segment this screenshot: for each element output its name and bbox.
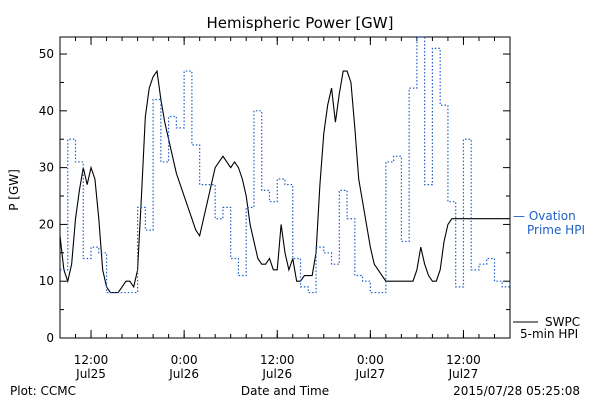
y-tick-label: 30 — [39, 161, 54, 175]
legend-swpc-line2: 5-min HPI — [520, 327, 578, 341]
x-tick-date: Jul26 — [168, 367, 199, 381]
footer-left: Plot: CCMC — [10, 384, 76, 398]
series-swpc-5min-hpi — [59, 69, 510, 294]
x-tick-time: 12:00 — [74, 353, 109, 367]
x-tick-date: Jul25 — [75, 367, 106, 381]
y-tick-label: 0 — [46, 331, 54, 345]
y-axis-label: P [GW] — [7, 169, 21, 211]
x-tick-date: Jul27 — [448, 367, 479, 381]
plot-frame — [59, 36, 511, 339]
legend-swpc-line1: SWPC — [545, 315, 580, 329]
series-layer — [59, 36, 511, 294]
x-tick-time: 12:00 — [260, 353, 295, 367]
legend-swpc: SWPC 5-min HPI — [513, 315, 580, 341]
legend-ovation-line1: — Ovation — [513, 209, 576, 223]
chart-title: Hemispheric Power [GW] — [207, 14, 394, 32]
y-tick-label: 20 — [39, 217, 54, 231]
footer-timestamp: 2015/07/28 05:25:08 — [453, 384, 580, 398]
x-tick-time: 0:00 — [357, 353, 384, 367]
x-tick-time: 0:00 — [171, 353, 198, 367]
axes: 0102030405012:00Jul250:00Jul2612:00Jul26… — [39, 36, 511, 381]
x-tick-time: 12:00 — [446, 353, 481, 367]
x-tick-date: Jul27 — [354, 367, 385, 381]
x-tick-date: Jul26 — [261, 367, 292, 381]
legend-ovation: — Ovation Prime HPI — [513, 209, 585, 237]
legend-ovation-line2: Prime HPI — [527, 223, 585, 237]
x-axis-label: Date and Time — [241, 384, 329, 398]
y-tick-label: 50 — [39, 47, 54, 61]
series-ovation-prime-hpi — [60, 36, 511, 294]
y-tick-label: 40 — [39, 104, 54, 118]
y-tick-label: 10 — [39, 274, 54, 288]
